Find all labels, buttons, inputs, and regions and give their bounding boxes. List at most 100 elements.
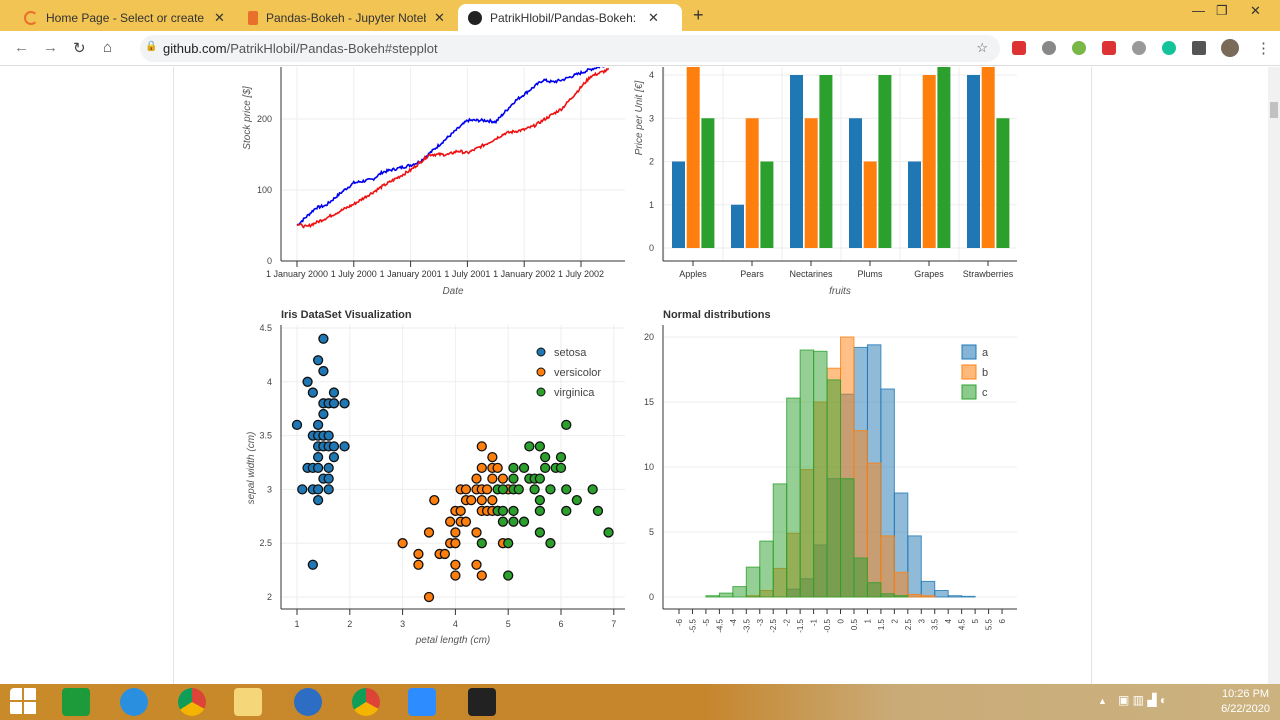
point-versicolor xyxy=(471,527,482,538)
legend-swatch-b xyxy=(961,364,977,380)
start-icon[interactable] xyxy=(10,688,38,716)
x-tick-label: 1 July 2001 xyxy=(444,269,490,279)
bar-pears-1 xyxy=(745,118,759,248)
point-versicolor xyxy=(429,495,440,506)
x-tick-label: Grapes xyxy=(914,269,944,279)
extension-icon[interactable] xyxy=(1132,41,1146,55)
hist-bar-c xyxy=(893,595,909,598)
close-window-button[interactable]: ✕ xyxy=(1250,3,1261,18)
chart-title: Normal distributions xyxy=(663,309,771,321)
close-tab-icon[interactable]: ✕ xyxy=(434,9,445,25)
hist-bar-c xyxy=(705,595,720,598)
bar-apples-1 xyxy=(686,67,700,248)
x-tick-label: 5.5 xyxy=(985,618,994,630)
hist-bar-a xyxy=(947,595,963,598)
point-virginica xyxy=(503,538,514,549)
x-tick-label: 0.5 xyxy=(850,618,859,630)
divider xyxy=(173,67,174,684)
point-setosa xyxy=(312,484,324,495)
bar-strawberries-1 xyxy=(981,67,995,248)
point-versicolor xyxy=(423,591,435,603)
address-bar[interactable]: 🔒 github.com/PatrikHlobil/Pandas-Bokeh#st… xyxy=(140,35,1000,62)
point-virginica xyxy=(529,484,540,495)
hist-bar-a xyxy=(907,535,922,598)
tab-github[interactable]: PatrikHlobil/Pandas-Bokeh: Bokeh ✕ xyxy=(458,4,682,31)
bar-plums-1 xyxy=(863,161,877,248)
bar-nectarines-0 xyxy=(790,75,803,248)
point-versicolor xyxy=(413,559,424,570)
reload-button[interactable]: ↻ xyxy=(73,40,86,57)
chrome-active-icon[interactable] xyxy=(352,688,380,716)
star-icon[interactable]: ☆ xyxy=(976,40,988,55)
tray-icons[interactable]: ▣ ▥ ▟ ◐ xyxy=(1118,693,1168,707)
x-tick-label: 4.5 xyxy=(958,618,967,630)
tab-strip: Home Page - Select or create a n ✕ Pandas… xyxy=(0,0,1280,31)
x-axis-label: fruits xyxy=(829,286,851,297)
legend-marker-virginica xyxy=(536,387,546,397)
y-axis-label: sepal width (cm) xyxy=(246,432,257,505)
minimize-button[interactable]: — xyxy=(1192,3,1205,18)
x-tick-label: -5.5 xyxy=(688,618,697,632)
point-virginica xyxy=(534,495,546,506)
scrollbar-thumb[interactable] xyxy=(1270,102,1278,118)
extension-icon[interactable] xyxy=(1102,41,1116,55)
point-setosa xyxy=(312,495,324,506)
clock[interactable]: 10:26 PM 6/22/2020 xyxy=(1221,687,1270,717)
r-icon[interactable] xyxy=(294,688,322,716)
point-setosa xyxy=(328,387,340,398)
chrome-icon[interactable] xyxy=(178,688,206,716)
hist-bar-b xyxy=(893,571,909,598)
close-tab-icon[interactable]: ✕ xyxy=(648,9,659,25)
tab-jupyter[interactable]: Pandas-Bokeh - Jupyter Notebook ✕ xyxy=(238,4,455,31)
zoom-icon[interactable] xyxy=(408,688,436,716)
point-versicolor xyxy=(497,473,509,484)
point-versicolor xyxy=(423,527,435,538)
y-tick-label: 5 xyxy=(649,527,654,537)
y-tick-label: 20 xyxy=(644,332,654,342)
x-tick-label: -2 xyxy=(783,618,792,626)
legend-label: setosa xyxy=(554,347,587,359)
point-versicolor xyxy=(413,548,424,560)
x-tick-label: 4 xyxy=(944,618,953,623)
lock-icon: 🔒 xyxy=(145,41,158,52)
terminal-icon[interactable] xyxy=(468,688,496,716)
scrollbar[interactable] xyxy=(1268,67,1280,684)
back-button[interactable]: ← xyxy=(14,39,29,56)
point-setosa xyxy=(297,484,308,495)
extension-icon[interactable] xyxy=(1072,41,1086,55)
tab-home-page[interactable]: Home Page - Select or create a n ✕ xyxy=(14,4,235,31)
y-tick-label: 200 xyxy=(257,114,272,124)
extension-icon[interactable] xyxy=(1012,41,1026,55)
hist-bar-c xyxy=(840,478,855,598)
x-tick-label: 1 xyxy=(863,618,872,623)
bar-grapes-0 xyxy=(908,161,921,248)
point-setosa xyxy=(318,408,329,420)
hist-bar-a xyxy=(920,580,936,598)
y-tick-label: 3 xyxy=(267,484,272,494)
menu-icon[interactable]: ⋮ xyxy=(1256,40,1271,57)
legend-label: b xyxy=(982,367,988,379)
extension-icon[interactable] xyxy=(1042,41,1056,55)
puzzle-icon[interactable] xyxy=(1192,41,1206,55)
hist-bar-c xyxy=(759,540,774,598)
point-versicolor xyxy=(397,538,408,549)
grammarly-icon[interactable] xyxy=(1162,41,1176,55)
point-setosa xyxy=(339,441,350,452)
forward-button[interactable]: → xyxy=(43,39,58,56)
close-tab-icon[interactable]: ✕ xyxy=(214,9,225,25)
x-tick-label: 5 xyxy=(971,618,980,623)
x-tick-label: -3.5 xyxy=(742,618,751,632)
point-virginica xyxy=(561,505,572,517)
file-explorer-icon[interactable] xyxy=(234,688,262,716)
home-button[interactable]: ⌂ xyxy=(103,39,113,56)
store-icon[interactable] xyxy=(62,688,90,716)
tray-chevron-icon[interactable]: ▲ xyxy=(1098,696,1107,706)
avatar[interactable] xyxy=(1221,39,1239,57)
x-tick-label: 6 xyxy=(998,618,1007,623)
y-tick-label: 0 xyxy=(649,592,654,602)
point-virginica xyxy=(534,473,546,484)
url-path: /PatrikHlobil/Pandas-Bokeh#stepplot xyxy=(226,41,438,56)
maximize-button[interactable]: ❐ xyxy=(1216,3,1228,18)
new-tab-button[interactable]: + xyxy=(693,5,704,25)
ie-icon[interactable] xyxy=(120,688,148,716)
